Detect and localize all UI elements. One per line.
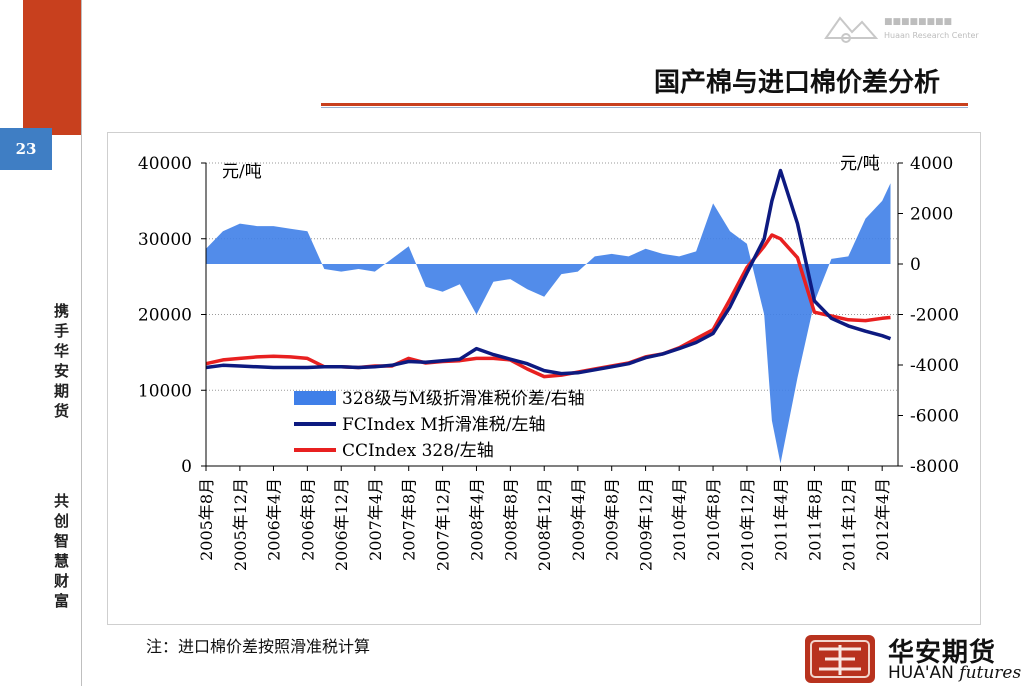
brand-name-en: HUA'AN futures bbox=[888, 663, 1021, 683]
right-tick-label: -4000 bbox=[910, 356, 959, 376]
left-tick-label: 40000 bbox=[138, 154, 192, 174]
left-tick-label: 20000 bbox=[138, 306, 192, 326]
x-tick-label: 2007年12月 bbox=[434, 478, 453, 571]
top-logo-text: Huaan Research Center bbox=[884, 31, 979, 40]
x-tick-label: 2010年4月 bbox=[670, 478, 689, 561]
right-axis-unit: 元/吨 bbox=[840, 154, 880, 174]
left-tick-label: 10000 bbox=[138, 381, 192, 401]
price-spread-chart: 010000200003000040000-8000-6000-4000-200… bbox=[138, 154, 959, 571]
spread-area-layer bbox=[206, 183, 891, 464]
axes: 010000200003000040000-8000-6000-4000-200… bbox=[138, 154, 959, 571]
x-tick-label: 2011年12月 bbox=[839, 478, 858, 571]
page-number: 23 bbox=[0, 128, 52, 170]
brand-name-en-a: HUA'AN bbox=[888, 663, 954, 683]
x-tick-label: 2008年4月 bbox=[468, 478, 487, 561]
x-tick-label: 2006年12月 bbox=[332, 478, 351, 571]
chart-frame: 0 10000 20000 30000 40000 -8000 -6000 -4000 -200… bbox=[107, 132, 981, 625]
right-tick-label: -2000 bbox=[910, 306, 959, 326]
x-tick-label: 2009年12月 bbox=[637, 478, 656, 571]
x-tick-label: 2005年12月 bbox=[231, 478, 250, 571]
legend-swatch-spread bbox=[294, 391, 336, 405]
right-tick-label: -6000 bbox=[910, 407, 959, 427]
brand-seal-logo bbox=[805, 635, 875, 683]
spread-area bbox=[206, 183, 891, 464]
right-tick-label: 0 bbox=[910, 255, 921, 275]
legend-label-ccindex: CCIndex 328/左轴 bbox=[342, 441, 494, 461]
x-tick-label: 2006年8月 bbox=[298, 478, 317, 561]
left-divider-line bbox=[81, 0, 82, 686]
right-tick-label: 4000 bbox=[910, 154, 953, 174]
x-tick-label: 2011年8月 bbox=[805, 478, 824, 561]
price-lines-layer bbox=[205, 168, 892, 379]
x-tick-label: 2010年8月 bbox=[704, 478, 723, 561]
research-center-logo: ■■■■■■■■ Huaan Research Center bbox=[824, 16, 979, 43]
x-tick-label: 2008年8月 bbox=[501, 478, 520, 561]
x-tick-label: 2010年12月 bbox=[738, 478, 757, 571]
slogan-left: 携手华安期货 bbox=[52, 303, 70, 423]
svg-text:■■■■■■■■: ■■■■■■■■ bbox=[884, 17, 952, 27]
slogan-right: 共创智慧财富 bbox=[52, 493, 70, 613]
footnote: 注：进口棉价差按照滑准税计算 bbox=[146, 637, 371, 656]
x-tick-label: 2009年8月 bbox=[603, 478, 622, 561]
legend-label-spread: 328级与M级折滑准税价差/右轴 bbox=[342, 389, 585, 409]
brand-name-en-b: futures bbox=[959, 663, 1022, 683]
legend: 328级与M级折滑准税价差/右轴 FCIndex M折滑准税/左轴 CCIndex … bbox=[294, 389, 585, 461]
x-tick-label: 2009年4月 bbox=[569, 478, 588, 561]
left-tick-label: 0 bbox=[181, 457, 192, 477]
left-axis-unit: 元/吨 bbox=[222, 162, 262, 182]
x-tick-label: 2007年8月 bbox=[400, 478, 419, 561]
x-tick-label: 2007年4月 bbox=[366, 478, 385, 561]
right-tick-label: 2000 bbox=[910, 205, 953, 225]
x-tick-label: 2008年12月 bbox=[535, 478, 554, 571]
right-tick-label: -8000 bbox=[910, 457, 959, 477]
title-underline-thin bbox=[321, 107, 968, 108]
legend-label-fcindex: FCIndex M折滑准税/左轴 bbox=[342, 415, 546, 435]
brand-name-cn: 华安期货 bbox=[888, 638, 997, 668]
page-title: 国产棉与进口棉价差分析 bbox=[653, 68, 940, 98]
fcindex-line bbox=[205, 168, 892, 376]
x-tick-label: 2005年8月 bbox=[197, 478, 216, 561]
left-tick-label: 30000 bbox=[138, 230, 192, 250]
x-tick-label: 2012年4月 bbox=[873, 478, 892, 561]
x-tick-label: 2006年4月 bbox=[265, 478, 284, 561]
x-tick-label: 2011年4月 bbox=[772, 478, 791, 561]
left-accent-block bbox=[23, 0, 81, 135]
title-underline bbox=[321, 103, 968, 106]
